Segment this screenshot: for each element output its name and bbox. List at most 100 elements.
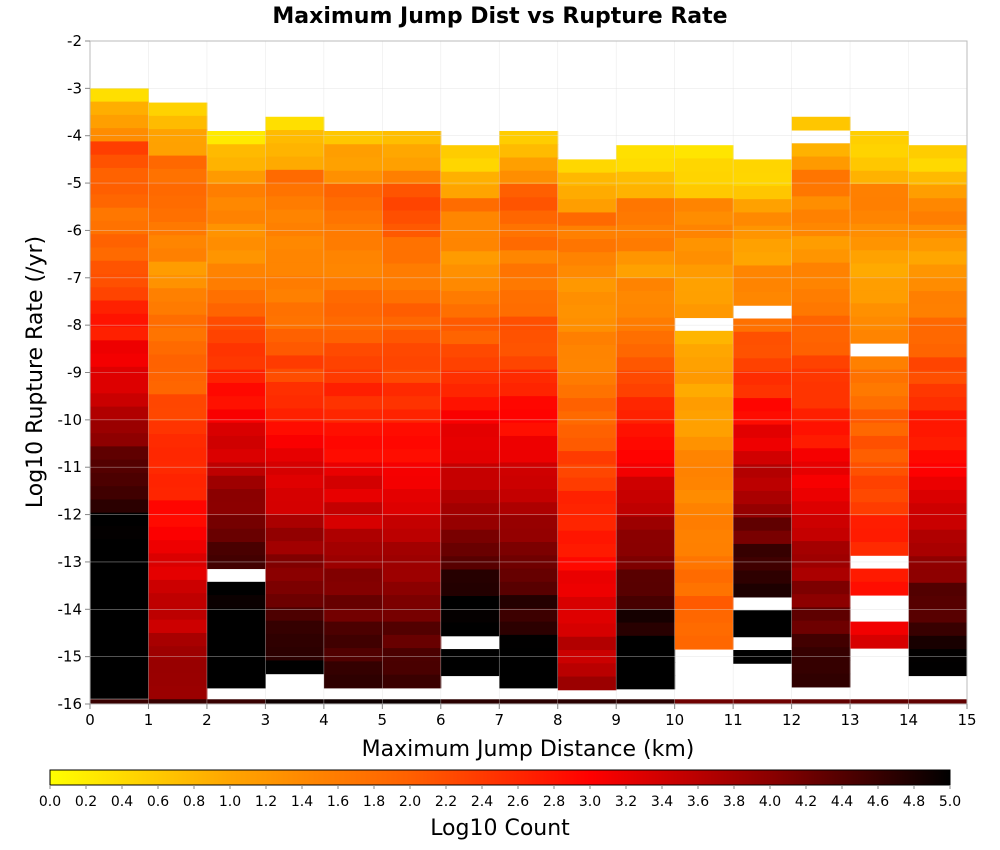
heatmap-cell <box>323 157 383 172</box>
heatmap-cell <box>850 382 910 397</box>
heatmap-cell <box>323 528 383 543</box>
heatmap-cell <box>791 580 851 595</box>
heatmap-cell <box>616 582 676 597</box>
heatmap-cell <box>908 529 968 544</box>
heatmap-cell <box>733 530 793 545</box>
heatmap-cell <box>382 608 442 623</box>
colorbar-tick-label: 1.6 <box>327 794 349 810</box>
heatmap-cell <box>557 530 617 545</box>
y-tick-label: -14 <box>58 600 83 618</box>
heatmap-cell <box>323 316 383 331</box>
heatmap-cell <box>499 237 559 251</box>
heatmap-cell <box>440 503 500 517</box>
heatmap-cell <box>265 236 325 250</box>
heatmap-cell <box>850 515 910 530</box>
heatmap-cell <box>265 116 325 131</box>
heatmap-cell <box>908 476 968 491</box>
heatmap-cell <box>265 315 325 330</box>
heatmap-cell <box>908 503 968 517</box>
heatmap-cell <box>323 568 383 583</box>
heatmap-cell <box>908 635 968 650</box>
colorbar-tick-label: 0.2 <box>75 794 97 810</box>
heatmap-cell <box>674 436 734 451</box>
heatmap-cell <box>265 302 325 317</box>
heatmap-cell <box>206 621 266 636</box>
heatmap-cell <box>440 582 500 597</box>
heatmap-cell <box>90 220 149 235</box>
heatmap-cell <box>265 355 325 370</box>
heatmap-cell <box>323 170 383 185</box>
heatmap-cell <box>265 381 325 396</box>
colorbar <box>49 769 951 786</box>
heatmap-cell <box>499 435 559 450</box>
heatmap-cell <box>791 408 851 423</box>
heatmap-cell <box>323 488 383 503</box>
heatmap-cell <box>616 184 676 199</box>
heatmap-cell <box>148 659 208 674</box>
heatmap-cell <box>265 143 325 158</box>
colorbar-tick-label: 1.8 <box>363 794 385 810</box>
colorbar-tick-label: 3.2 <box>615 794 637 810</box>
heatmap-cell <box>850 581 910 596</box>
colorbar-tick-label: 2.2 <box>435 794 457 810</box>
heatmap-cell <box>791 647 851 661</box>
heatmap-cell <box>908 516 968 531</box>
heatmap-cell <box>908 436 968 451</box>
heatmap-cell <box>616 635 676 650</box>
heatmap-cell <box>90 340 149 355</box>
heatmap-cell <box>382 356 442 371</box>
heatmap-cell <box>382 661 442 676</box>
heatmap-cell <box>148 606 208 621</box>
heatmap-cell <box>323 621 383 636</box>
heatmap-cell <box>148 235 208 249</box>
heatmap-cell <box>908 330 968 345</box>
heatmap-cells <box>90 88 968 704</box>
heatmap-cell <box>90 645 149 660</box>
heatmap-cell <box>148 487 208 501</box>
heatmap-cell <box>557 252 617 266</box>
heatmap-cell <box>499 157 559 172</box>
heatmap-cell <box>850 435 910 450</box>
heatmap-cell <box>557 557 617 571</box>
heatmap-cell <box>733 225 793 240</box>
heatmap-cell <box>382 263 442 278</box>
heatmap-cell <box>557 398 617 412</box>
x-tick-label: 4 <box>319 711 329 729</box>
heatmap-cell <box>323 581 383 596</box>
heatmap-cell <box>265 488 325 502</box>
heatmap-cell <box>90 247 149 262</box>
heatmap-cell <box>908 317 968 332</box>
heatmap-cell <box>850 542 910 556</box>
heatmap-cell <box>265 448 325 463</box>
heatmap-cell <box>265 567 325 582</box>
heatmap-cell <box>674 569 734 584</box>
heatmap-cell <box>206 462 266 477</box>
heatmap-cell <box>499 303 559 318</box>
heatmap-cell <box>265 660 325 675</box>
colorbar-tick-label: 3.0 <box>579 794 601 810</box>
heatmap-cell <box>791 196 851 211</box>
heatmap-cell <box>850 449 910 463</box>
heatmap-cell <box>90 525 149 540</box>
heatmap-cell <box>850 263 910 278</box>
heatmap-cell <box>148 115 208 130</box>
heatmap-cell <box>791 183 851 197</box>
heatmap-cell <box>206 648 266 662</box>
y-tick-label: -8 <box>67 316 82 334</box>
heatmap-cell <box>206 528 266 543</box>
heatmap-cell <box>791 169 851 184</box>
colorbar-tick-label: 2.6 <box>507 794 529 810</box>
heatmap-cell <box>499 449 559 463</box>
heatmap-cell <box>499 595 559 609</box>
heatmap-cell <box>206 382 266 397</box>
heatmap-cell <box>557 570 617 585</box>
heatmap-cell <box>323 674 383 689</box>
heatmap-cell <box>733 331 793 346</box>
heatmap-cell <box>733 398 793 412</box>
heatmap-cell <box>791 222 851 237</box>
heatmap-cell <box>499 634 559 649</box>
heatmap-cell <box>265 342 325 356</box>
heatmap-cell <box>674 463 734 478</box>
heatmap-cell <box>791 342 851 356</box>
heatmap-cell <box>440 516 500 531</box>
